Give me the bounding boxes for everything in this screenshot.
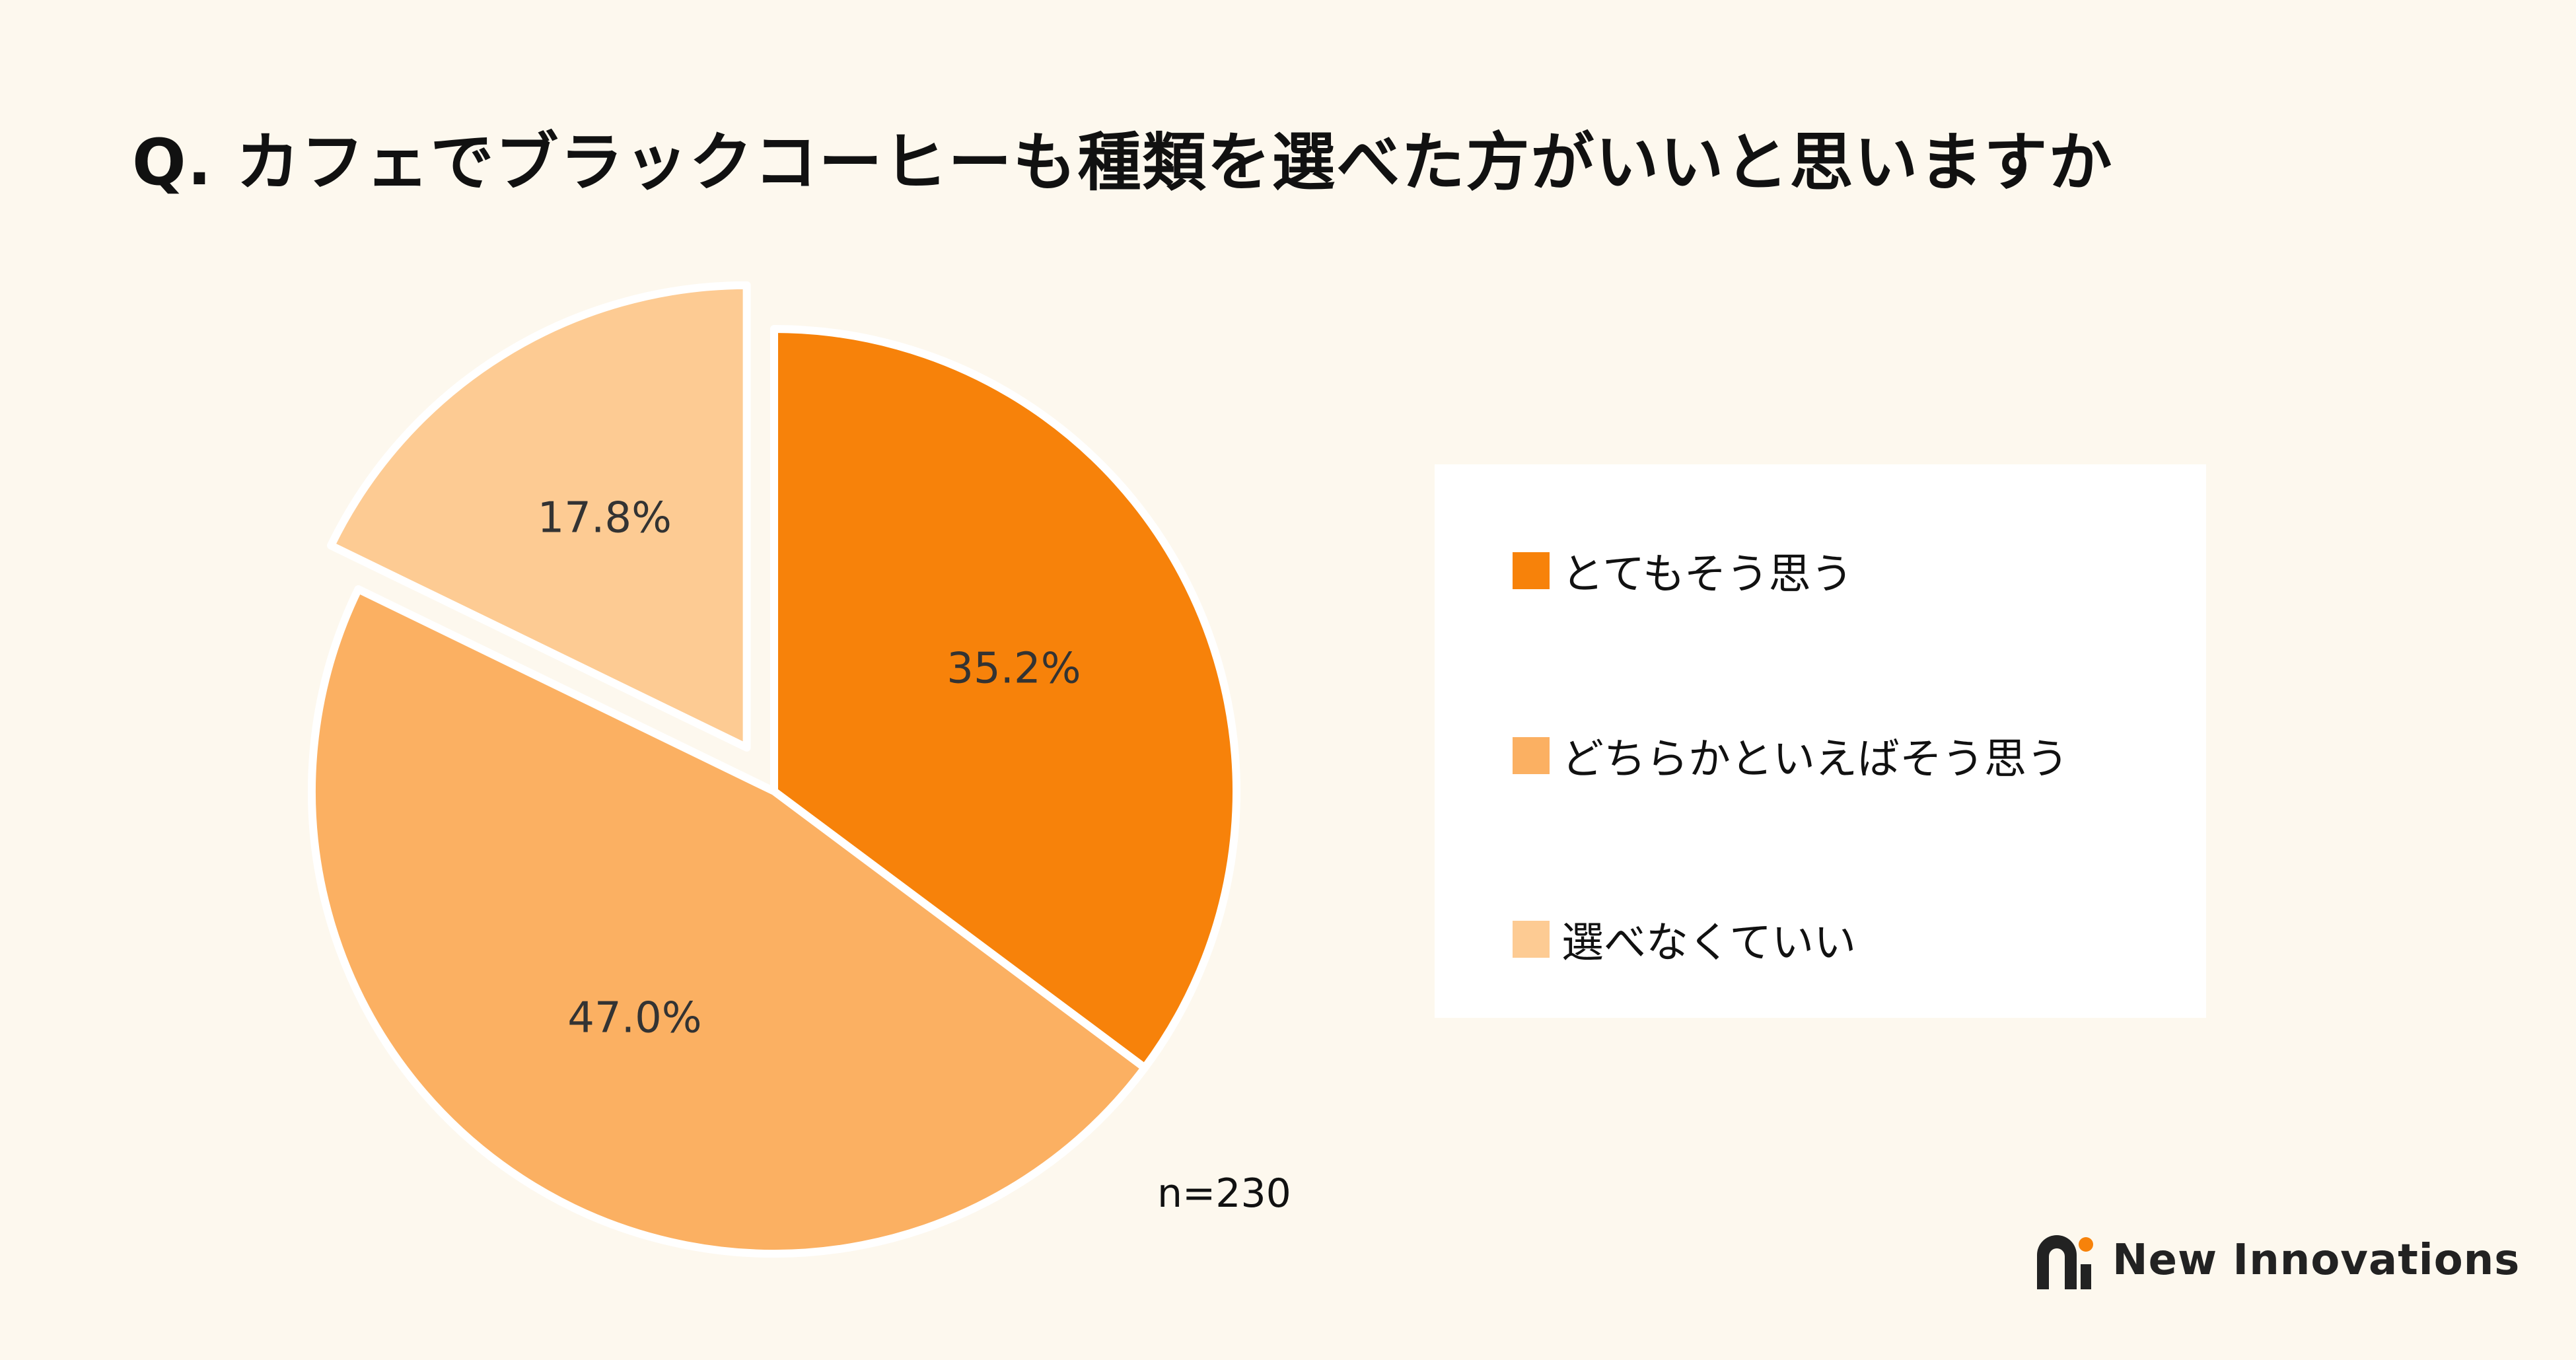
legend-item-2: 選べなくていい [1513,909,1856,970]
legend-item-1: どちらかといえばそう思う [1513,725,2069,786]
pie-slice-label-0: 35.2% [947,645,1081,694]
brand-mark-icon [2037,1235,2093,1289]
brand-name: New Innovations [2112,1236,2521,1285]
brand-logo: New Innovations [2032,1229,2520,1292]
legend: とてもそう思う どちらかといえばそう思う 選べなくていい [1435,464,2206,1018]
legend-swatch-1 [1513,737,1550,774]
legend-swatch-0 [1513,552,1550,589]
legend-swatch-2 [1513,921,1550,958]
pie-slice-0 [770,325,1240,1072]
legend-label-0: とてもそう思う [1561,550,1853,599]
pie-slice-2 [327,281,751,752]
legend-item-0: とてもそう思う [1513,540,1853,601]
legend-label-1: どちらかといえばそう思う [1561,735,2069,784]
legend-label-2: 選べなくていい [1561,919,1857,968]
sample-size: n=230 [1157,1170,1291,1217]
pie-slice-label-1: 47.0% [567,993,701,1042]
chart-title: Q. カフェでブラックコーヒーも種類を選べた方がいいと思いますか [132,125,2114,199]
pie-slice-1 [308,585,1149,1258]
pie-slice-label-2: 17.8% [538,493,672,542]
